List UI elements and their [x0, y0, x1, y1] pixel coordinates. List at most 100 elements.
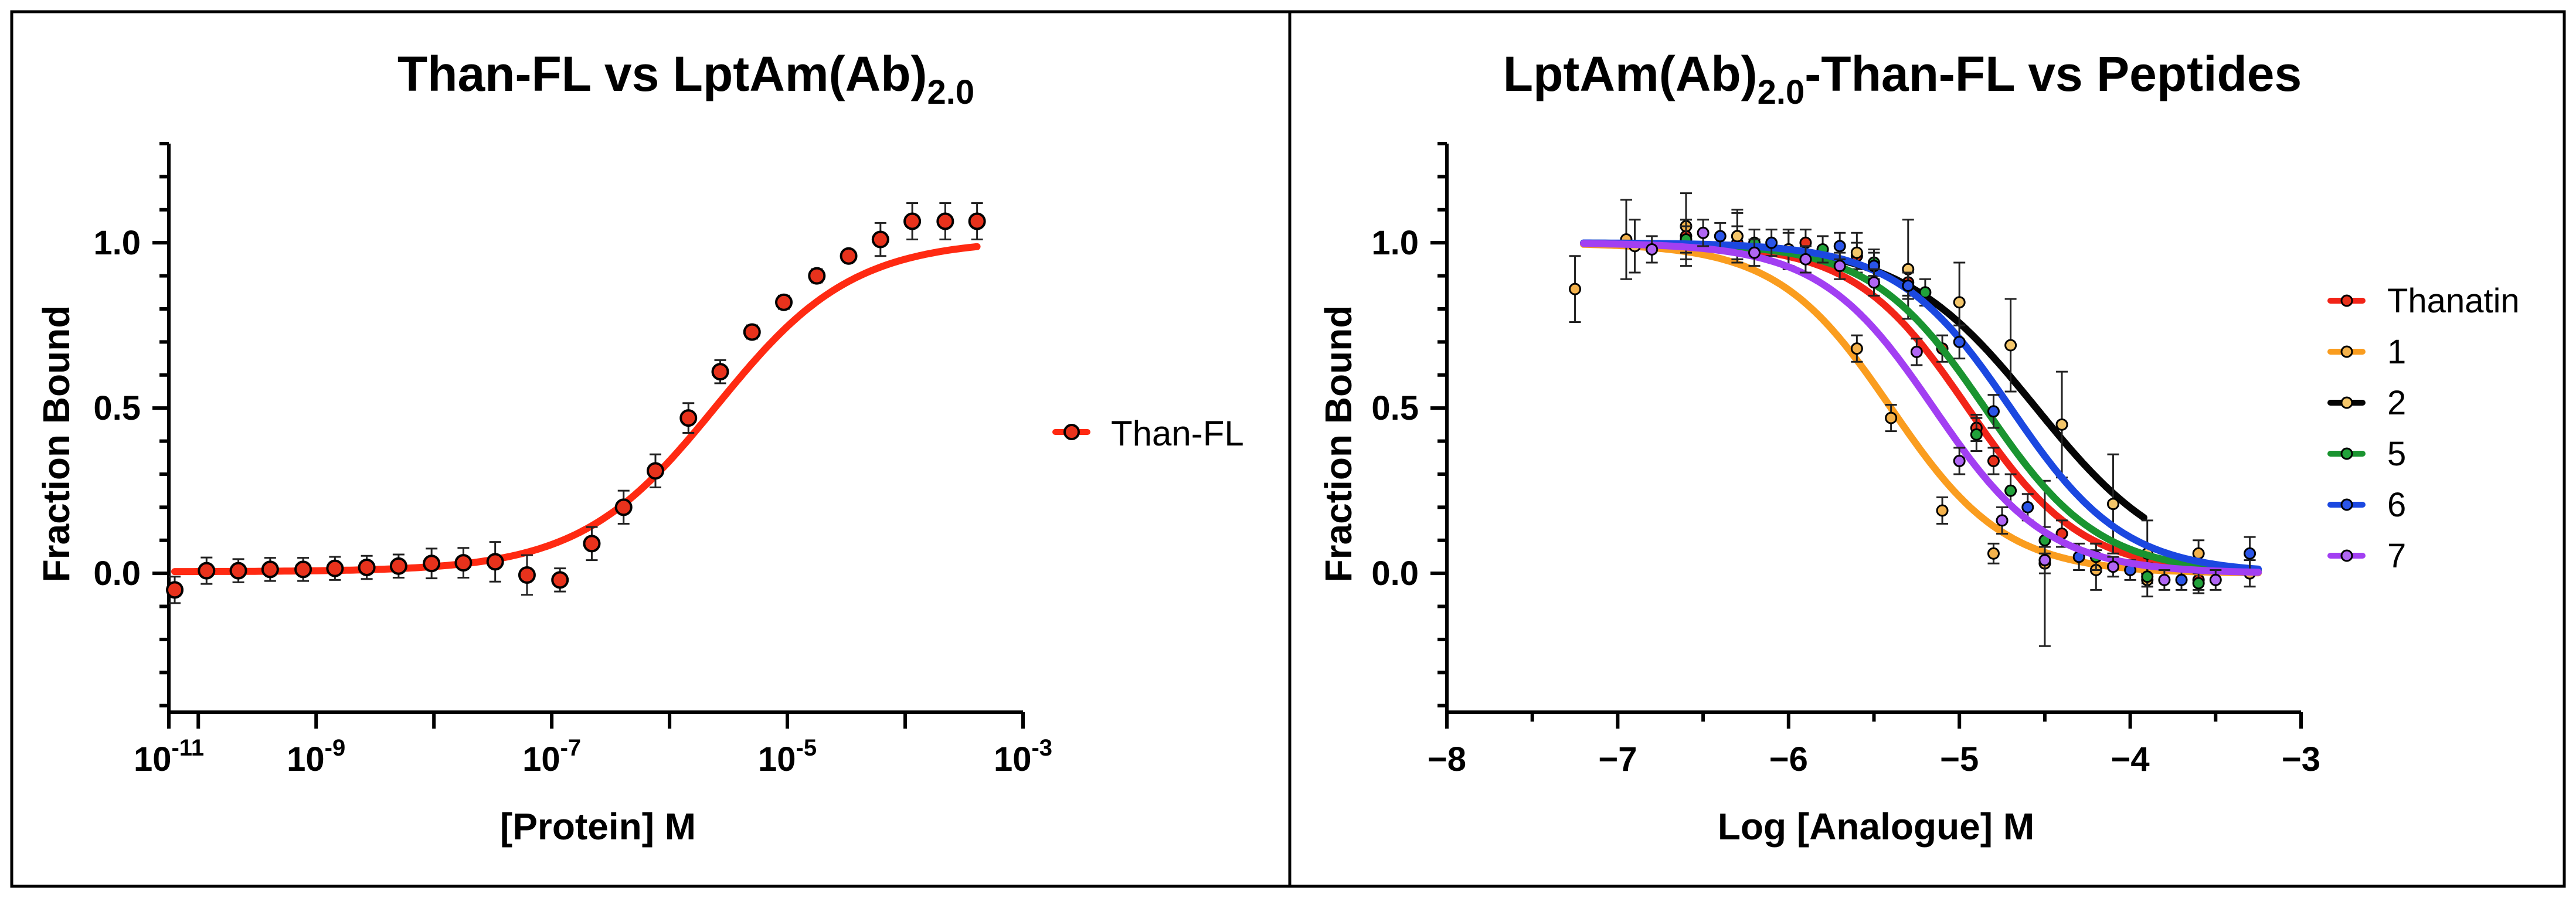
series-than-fl-point [679, 409, 698, 427]
tick-exponent: -7 [560, 735, 582, 761]
series-7-fit-line [1580, 240, 2262, 576]
chart-left-y-tick-label: 1.0 [93, 224, 141, 262]
tick-base: 10 [134, 740, 172, 778]
series-6-point [1987, 405, 2000, 418]
series-2-point [2004, 339, 2017, 352]
series-than-fl-point [389, 557, 407, 575]
chart-right-title-subscript: 2.0 [1758, 73, 1805, 111]
series-7-point [1868, 276, 1880, 289]
tick-base: 10 [758, 740, 796, 778]
chart-right-x-tick-label: −6 [1769, 740, 1808, 778]
chart-left-x-tick-label: 10-3 [994, 735, 1052, 778]
series-2-point [2106, 498, 2119, 511]
series-2-point [1731, 230, 1744, 243]
series-6-point [2021, 501, 2034, 513]
chart-left-axes: 0.00.51.010-11 10-9 10-7 10-5 10-3 [93, 142, 1052, 778]
series-5-point [1919, 286, 1932, 299]
series-7-point [1833, 260, 1846, 273]
chart-left-y-tick-label: 0.0 [93, 555, 141, 593]
legend-marker-5 [2340, 447, 2353, 460]
chart-left-x-tick-label: 10-9 [287, 735, 345, 778]
chart-right-title-main: LptAm(Ab) [1503, 46, 1758, 101]
series-than-fl-point [294, 560, 312, 579]
legend-label-than-fl: Than-FL [1111, 414, 1244, 453]
chart-left-title-subscript: 2.0 [927, 73, 975, 111]
series-7-point [2209, 573, 2222, 586]
chart-left-plot [166, 202, 986, 604]
legend-label-thanatin: Thanatin [2387, 282, 2520, 320]
series-1-fit-line [1580, 240, 2262, 577]
series-than-fl-point [711, 363, 729, 381]
series-7-point [1910, 345, 1923, 358]
legend-marker-than-fl [1063, 424, 1080, 440]
series-5-point [1970, 428, 1983, 441]
series-5-point [2192, 577, 2205, 590]
legend-label-7: 7 [2387, 537, 2406, 575]
series-7-point [1697, 226, 1710, 239]
series-than-fl-point [840, 247, 858, 265]
series-than-fl-point [518, 566, 536, 584]
series-6-point [1833, 240, 1846, 253]
series-than-fl-point [968, 212, 986, 230]
tick-base: 10 [994, 740, 1032, 778]
series-than-fl-point [486, 553, 504, 571]
series-6-point [1902, 280, 1915, 292]
chart-left-ylabel: Fraction Bound [35, 305, 77, 583]
tick-base: 10 [287, 740, 325, 778]
chart-right-legend: Thanatin 1 2 5 6 7 [2327, 282, 2520, 575]
series-2-point [1953, 296, 1966, 309]
chart-left-x-tick-label: 10-5 [758, 735, 817, 778]
series-1-point [1850, 342, 1863, 355]
chart-left-x-tick-label: 10-7 [522, 735, 581, 778]
series-than-fl-point [936, 212, 954, 230]
series-7-point [1953, 454, 1966, 467]
legend-marker-thanatin [2340, 294, 2353, 307]
legend-marker-2 [2340, 396, 2353, 409]
series-6-fit-line [1580, 239, 2262, 573]
series-7-point [2038, 554, 2051, 567]
chart-right-x-tick-label: −5 [1940, 740, 1979, 778]
panel-border-right [1288, 10, 2566, 888]
tick-base: 10 [522, 740, 560, 778]
legend-marker-7 [2340, 549, 2353, 562]
chart-right-x-tick-label: −4 [2111, 740, 2150, 778]
chart-right-title: LptAm(Ab)2.0-Than-FL vs Peptides [1503, 46, 2302, 111]
series-than-fl-point [903, 212, 922, 230]
series-than-fl-point [229, 562, 247, 580]
series-1-point [1936, 504, 1949, 517]
chart-left-xlabel: [Protein] M [500, 805, 696, 848]
series-than-fl-point [583, 535, 601, 553]
series-than-fl-point [743, 323, 761, 341]
legend-marker-6 [2340, 498, 2353, 511]
series-5-point [2004, 484, 2017, 497]
series-7-point [1799, 253, 1812, 266]
chart-right-axes: 0.0 0.5 1.0 −8 −7 −6 −5 −4 −3 [1371, 142, 2320, 778]
chart-right-title-tail: -Than-FL vs Peptides [1804, 46, 2302, 101]
tick-exponent: -11 [171, 735, 204, 761]
legend-marker-1 [2340, 345, 2353, 358]
series-7-point [1996, 514, 2009, 527]
legend-label-2: 2 [2387, 384, 2406, 422]
tick-exponent: -3 [1031, 735, 1052, 761]
series-1-point [1885, 411, 1898, 424]
chart-left-y-tick-label: 0.5 [93, 389, 141, 427]
series-2-point [2055, 418, 2068, 431]
series-6-point [2244, 547, 2256, 560]
series-6-point [1714, 230, 1727, 243]
chart-right-y-tick-label: 0.0 [1371, 555, 1419, 593]
series-2-point [1850, 246, 1863, 259]
chart-right-x-tick-label: −3 [2282, 740, 2320, 778]
tick-exponent: -9 [325, 735, 346, 761]
series-6-point [1765, 236, 1778, 249]
legend-label-1: 1 [2387, 333, 2406, 371]
chart-left-legend: Than-FL [1052, 414, 1244, 453]
chart-right-x-tick-label: −7 [1598, 740, 1637, 778]
series-7-point [1646, 243, 1659, 256]
series-thanatin-point [1987, 454, 2000, 467]
chart-right-xlabel: Log [Analogue] M [1718, 805, 2034, 848]
series-than-fl-point [614, 498, 633, 516]
series-than-fl-point [261, 560, 279, 579]
series-7-point [2158, 573, 2171, 586]
chart-right-y-tick-label: 0.5 [1371, 389, 1419, 427]
